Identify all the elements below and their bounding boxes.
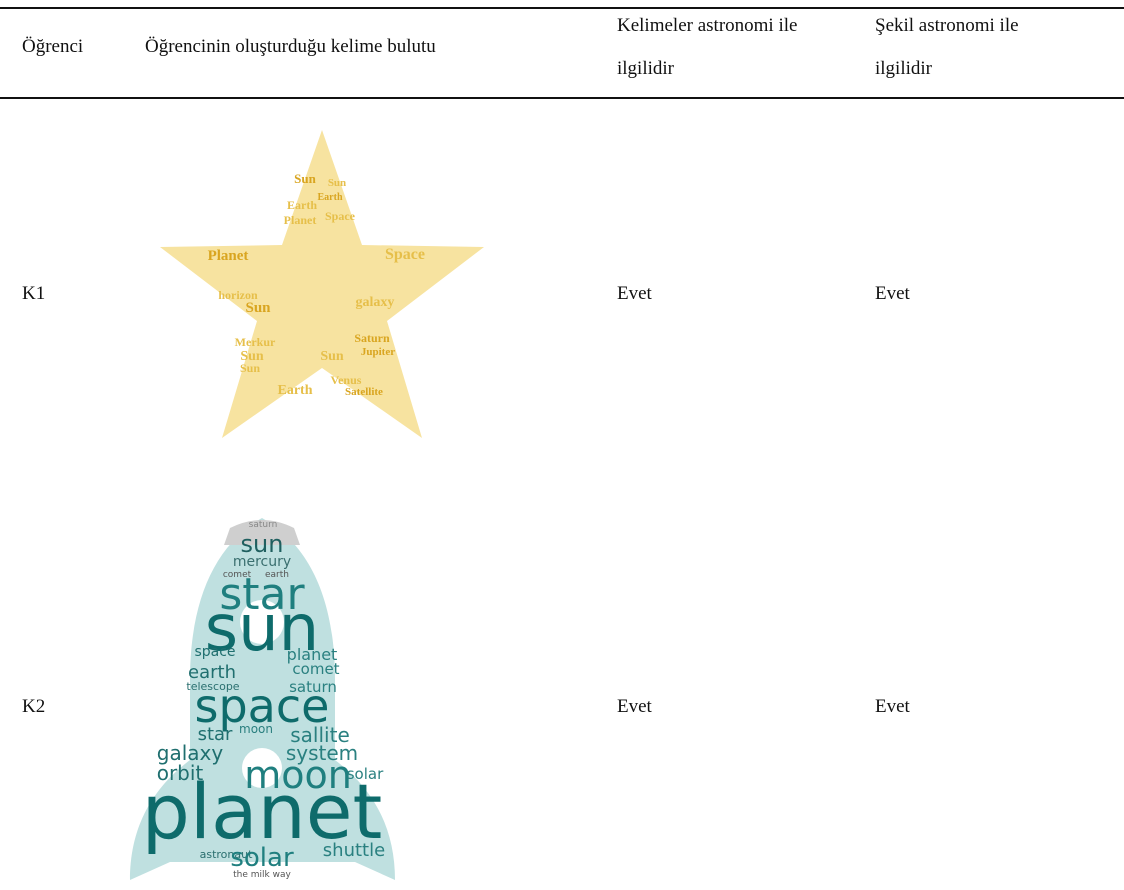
cloud-word: comet bbox=[292, 660, 339, 678]
cloud-word: Space bbox=[325, 209, 356, 223]
cloud-word: saturn bbox=[249, 520, 278, 530]
cloud-word: Sun bbox=[328, 177, 346, 189]
cloud-word: Planet bbox=[284, 213, 317, 227]
cloud-word: mercury bbox=[233, 554, 291, 570]
cloud-word: Sun bbox=[245, 300, 271, 316]
cloud-word: Saturn bbox=[354, 331, 390, 345]
cloud-word: Earth bbox=[287, 198, 317, 212]
cloud-word: Space bbox=[385, 246, 425, 263]
cloud-word: galaxy bbox=[356, 295, 395, 310]
cloud-word: Sun bbox=[294, 171, 316, 186]
cloud-word: space bbox=[194, 644, 235, 660]
cloud-word: Satellite bbox=[345, 386, 383, 398]
cloud-word: Merkur bbox=[235, 335, 276, 349]
cloud-word: Planet bbox=[208, 248, 249, 264]
cloud-word: Earth bbox=[278, 383, 313, 398]
cloud-word: moon bbox=[239, 722, 273, 736]
cloud-word: Sun bbox=[320, 349, 344, 364]
star-shape bbox=[160, 130, 484, 438]
cloud-word: shuttle bbox=[323, 840, 385, 861]
cloud-word: Sun bbox=[240, 361, 260, 375]
cloud-word: Jupiter bbox=[361, 346, 395, 358]
cloud-word: the milk way bbox=[233, 870, 291, 880]
cloud-word: Earth bbox=[318, 192, 343, 203]
document-page: Öğrenci Öğrencinin oluşturduğu kelime bu… bbox=[0, 0, 1124, 890]
word-clouds: SunSunEarthEarthPlanetSpacePlanetSpaceho… bbox=[0, 0, 1124, 890]
cloud-word: solar bbox=[230, 843, 294, 873]
cloud-word: Venus bbox=[331, 373, 362, 387]
